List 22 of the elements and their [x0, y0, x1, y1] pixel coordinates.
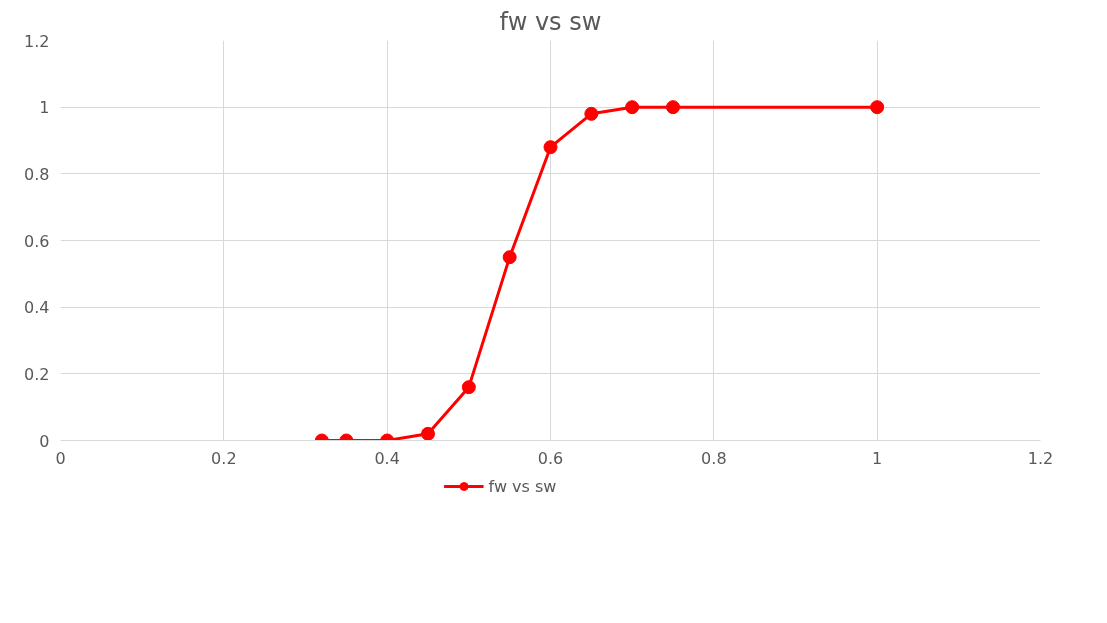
y-tick-label: 1 [39, 98, 50, 118]
y-tick-label: 0.2 [24, 364, 50, 384]
point [625, 100, 640, 115]
chart-title: fw vs sw [499, 7, 602, 36]
y-tick-label: 1.2 [24, 31, 50, 51]
y-tick-label: 0.8 [24, 164, 50, 184]
x-tick-label: 0.6 [537, 448, 564, 468]
x-tick-label: 0 [55, 448, 66, 468]
x-tick-label: 1 [872, 448, 883, 468]
y-tick-label: 0 [39, 431, 50, 451]
x-tick-label: 1.2 [1027, 448, 1054, 468]
point [543, 140, 558, 155]
y-tick-label: 0.4 [24, 298, 50, 318]
point [502, 250, 517, 265]
point [870, 100, 885, 115]
legend-label: fw vs sw [488, 476, 557, 496]
x-tick-label: 0.4 [374, 448, 400, 468]
x-tick-label: 0.8 [701, 448, 727, 468]
y-tick-label: 0.6 [24, 231, 50, 251]
x-tick-label: 0.2 [211, 448, 237, 468]
point [666, 100, 680, 115]
point [584, 106, 599, 121]
